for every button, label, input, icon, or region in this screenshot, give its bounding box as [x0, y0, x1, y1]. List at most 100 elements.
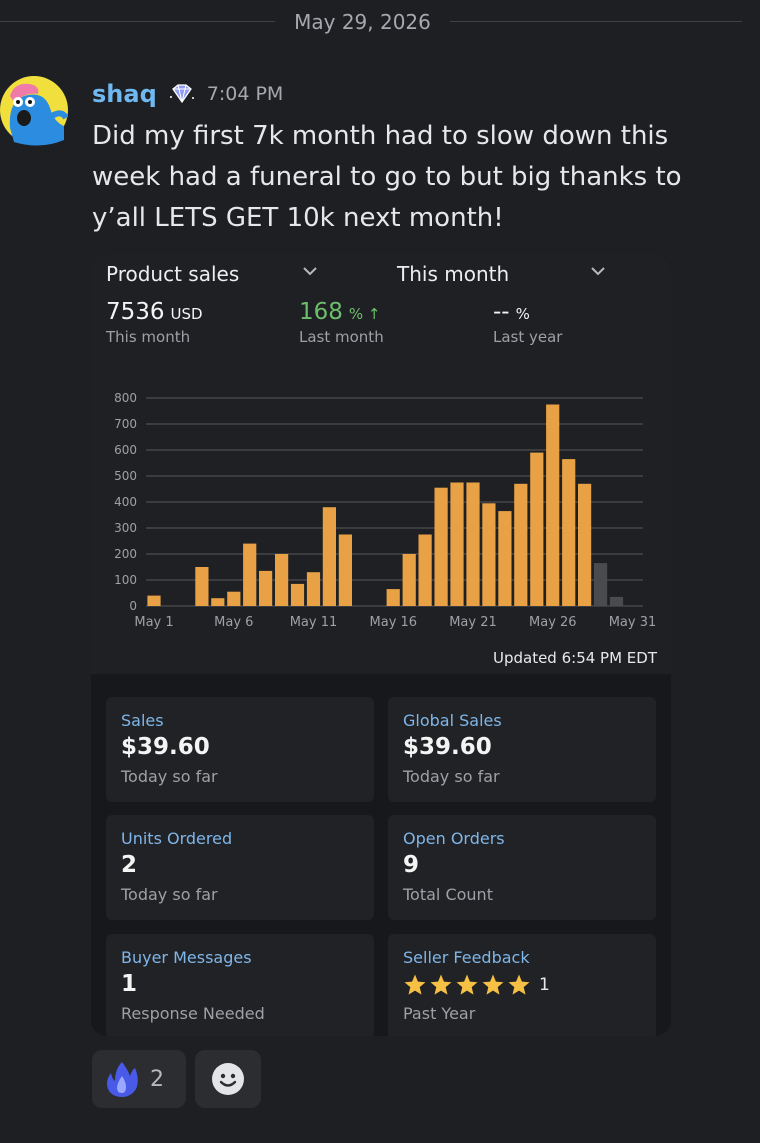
bar-may-10[interactable]: [290, 583, 305, 606]
tile-subtext: Today so far: [121, 767, 218, 786]
username[interactable]: shaq: [92, 80, 157, 108]
metric-value: 7536: [106, 299, 165, 325]
dashboard-header-panel: Product sales This month 7536 USD This mo…: [91, 254, 671, 674]
star-icon: [430, 974, 452, 995]
star-rating: 1: [403, 972, 550, 998]
y-tick-label: 600: [114, 443, 137, 457]
tile-label: Units Ordered: [121, 829, 233, 848]
y-tick-label: 0: [129, 599, 137, 613]
bar-may-21[interactable]: [466, 482, 480, 607]
global-sales-tile[interactable]: Global Sales $39.60 Today so far: [388, 697, 656, 802]
bar-may-8[interactable]: [259, 570, 273, 606]
star-icon: [456, 974, 478, 995]
tile-subtext: Today so far: [403, 767, 500, 786]
add-reaction-icon: [211, 1062, 245, 1096]
period-selector[interactable]: This month: [397, 262, 510, 286]
tile-label: Global Sales: [403, 711, 502, 730]
bar-may-7[interactable]: [243, 543, 257, 606]
y-tick-label: 500: [114, 469, 137, 483]
tile-label: Open Orders: [403, 829, 505, 848]
tile-label: Seller Feedback: [403, 948, 530, 967]
divider-line-right: [450, 21, 742, 22]
tile-subtext: Today so far: [121, 885, 218, 904]
bar-may-18[interactable]: [418, 534, 432, 607]
tile-value: 2: [121, 852, 138, 878]
add-reaction-button[interactable]: [195, 1050, 261, 1108]
bar-may-20[interactable]: [450, 482, 464, 607]
x-tick-label: May 31: [609, 615, 657, 630]
updated-timestamp: Updated 6:54 PM EDT: [492, 649, 657, 667]
metric-label: Last year: [493, 328, 563, 346]
bar-may-30[interactable]: [609, 596, 624, 606]
divider-line-left: [0, 21, 275, 22]
metric-label: This month: [106, 328, 191, 346]
bar-may-26[interactable]: [546, 404, 560, 607]
date-divider: May 29, 2026: [0, 8, 760, 36]
metric-unit: % ↑: [348, 305, 381, 323]
bar-may-1[interactable]: [147, 595, 161, 606]
tile-subtext: Total Count: [403, 885, 493, 904]
y-tick-label: 800: [114, 391, 137, 405]
bar-may-25[interactable]: [530, 452, 544, 606]
tile-value: 1: [121, 971, 138, 997]
date-divider-text: May 29, 2026: [294, 10, 431, 34]
chevron-down-icon[interactable]: [301, 262, 319, 280]
tile-label: Buyer Messages: [121, 948, 252, 967]
bar-may-17[interactable]: [402, 554, 416, 606]
bar-may-11[interactable]: [306, 572, 321, 606]
x-tick-label: May 6: [214, 615, 253, 630]
y-tick-label: 100: [114, 573, 137, 587]
sales-dashboard-screenshot[interactable]: Product sales This month 7536 USD This mo…: [91, 254, 671, 1036]
bar-may-29[interactable]: [594, 563, 608, 606]
tile-value: $39.60: [121, 734, 210, 760]
reaction-count: 2: [150, 1066, 164, 1092]
metric-value: 168: [299, 299, 343, 325]
metric-last-month: 168 % ↑: [299, 299, 381, 325]
bar-may-22[interactable]: [482, 503, 496, 606]
bar-may-5[interactable]: [211, 598, 225, 606]
bar-may-12[interactable]: [322, 507, 336, 606]
fire-reaction-button[interactable]: 2: [92, 1050, 186, 1108]
x-tick-label: May 11: [290, 615, 338, 630]
metric-this-month: 7536 USD: [106, 299, 203, 325]
y-tick-label: 700: [114, 417, 137, 431]
metric-last-year: --%: [493, 299, 530, 325]
bar-may-9[interactable]: [275, 554, 289, 606]
x-tick-label: May 21: [449, 615, 497, 630]
metric-unit: %: [515, 305, 530, 323]
bar-may-6[interactable]: [227, 591, 241, 606]
bar-may-13[interactable]: [338, 534, 352, 607]
sales-tile[interactable]: Sales $39.60 Today so far: [106, 697, 374, 802]
message-text: Did my first 7k month had to slow down t…: [92, 121, 682, 233]
tile-subtext: Past Year: [403, 1004, 476, 1023]
star-icon: [404, 974, 426, 995]
star-icon: [482, 974, 504, 995]
sales-bar-chart[interactable]: 0 100 200 300 400 500 600 700 800 May 1 May 6 May 1…: [91, 384, 671, 634]
buyer-messages-tile[interactable]: Buyer Messages 1 Response Needed: [106, 934, 374, 1036]
star-icon: [508, 974, 530, 995]
y-tick-label: 300: [114, 521, 137, 535]
tile-subtext: Response Needed: [121, 1004, 265, 1023]
diamond-badge-icon[interactable]: [169, 82, 195, 106]
tile-label: Sales: [121, 711, 164, 730]
bar-may-27[interactable]: [562, 459, 576, 606]
bar-may-4[interactable]: [195, 567, 209, 606]
seller-feedback-tile[interactable]: Seller Feedback 1 Past Year: [388, 934, 656, 1036]
x-tick-label: May 1: [134, 615, 173, 630]
bar-may-23[interactable]: [498, 511, 512, 606]
bar-may-28[interactable]: [578, 483, 592, 606]
metric-unit: USD: [170, 305, 203, 323]
avatar[interactable]: [0, 72, 69, 148]
x-tick-label: May 26: [529, 615, 577, 630]
chevron-down-icon[interactable]: [589, 262, 607, 280]
message-header: shaq 7:04 PM: [92, 78, 283, 110]
bar-may-19[interactable]: [434, 487, 448, 606]
units-ordered-tile[interactable]: Units Ordered 2 Today so far: [106, 815, 374, 920]
bar-may-16[interactable]: [386, 589, 400, 606]
bar-may-24[interactable]: [514, 483, 528, 606]
product-sales-selector[interactable]: Product sales: [106, 262, 240, 286]
open-orders-tile[interactable]: Open Orders 9 Total Count: [388, 815, 656, 920]
y-tick-label: 400: [114, 495, 137, 509]
message-timestamp: 7:04 PM: [206, 83, 284, 105]
feedback-count: 1: [539, 975, 550, 995]
